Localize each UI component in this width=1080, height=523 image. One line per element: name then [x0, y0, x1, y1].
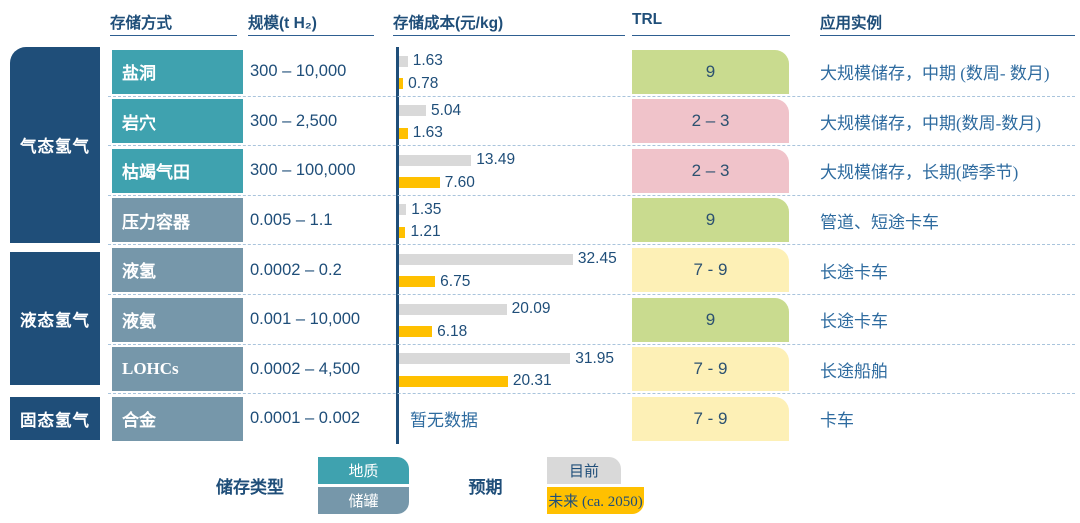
bar-future: 6.18 — [399, 322, 468, 340]
legend-item-current: 目前 — [547, 457, 621, 484]
bar-value-label: 20.09 — [511, 300, 551, 317]
bar-current: 32.45 — [399, 250, 617, 268]
bar-current: 1.35 — [399, 200, 442, 218]
table-row: LOHCs 0.0002 – 4,500 31.95 20.31 7 - 9 长… — [0, 345, 1080, 395]
scale-value: 300 – 2,500 — [250, 111, 338, 130]
bar-value-label: 31.95 — [575, 349, 615, 367]
row-separator — [108, 343, 1075, 345]
legend-item-tank: 储罐 — [318, 487, 409, 514]
method-pill: 岩穴 — [112, 99, 243, 144]
scale-value: 300 – 100,000 — [250, 161, 356, 180]
table-row: 盐洞 300 – 10,000 1.63 0.78 9 大规模储存，中期 (数周… — [0, 47, 1080, 97]
row-separator — [108, 194, 1075, 196]
bar-future: 0.78 — [399, 74, 439, 92]
group-liquid-hydrogen: 液态氢气 — [10, 252, 100, 385]
row-separator — [108, 145, 1075, 147]
method-pill: 压力容器 — [112, 198, 243, 243]
trl-badge: 7 - 9 — [632, 347, 789, 392]
table-row: 液氢 0.0002 – 0.2 32.45 6.75 7 - 9 长途卡车 — [0, 245, 1080, 295]
bar-value-label: 6.75 — [440, 272, 471, 290]
table-row: 合金 0.0001 – 0.002 暂无数据 7 - 9 卡车 — [0, 394, 1080, 444]
application-text: 管道、短途卡车 — [820, 213, 939, 233]
bar-value-label: 6.18 — [437, 322, 468, 340]
bar-value-label: 1.63 — [412, 52, 443, 69]
bar-value-label: 7.60 — [444, 173, 475, 191]
group-gaseous-hydrogen: 气态氢气 — [10, 47, 100, 243]
bar-value-label: 1.21 — [410, 223, 441, 241]
row-separator — [108, 393, 1075, 395]
bar-future: 1.63 — [399, 124, 443, 142]
application-text: 长途卡车 — [820, 262, 888, 282]
trl-badge: 2 – 3 — [632, 148, 789, 193]
scale-value: 0.005 – 1.1 — [250, 211, 333, 230]
scale-value: 0.0002 – 4,500 — [250, 359, 361, 378]
cost-axis-line — [396, 47, 399, 444]
bar-value-label: 5.04 — [431, 101, 462, 119]
row-separator — [108, 244, 1075, 246]
bar-value-label: 20.31 — [512, 372, 552, 390]
bar-current: 5.04 — [399, 101, 462, 119]
bar-current: 31.95 — [399, 349, 615, 367]
trl-badge: 7 - 9 — [632, 247, 789, 292]
no-data-note: 暂无数据 — [410, 411, 478, 431]
bar-value-label: 13.49 — [476, 151, 516, 169]
trl-badge: 9 — [632, 297, 789, 342]
table-row: 岩穴 300 – 2,500 5.04 1.63 2 – 3 大规模储存，中期(… — [0, 97, 1080, 147]
bar-future: 1.21 — [399, 223, 441, 241]
trl-badge: 9 — [632, 49, 789, 94]
bar-future: 6.75 — [399, 272, 471, 290]
header-underline — [632, 35, 790, 36]
method-pill: 液氨 — [112, 297, 243, 342]
table-row: 枯竭气田 300 – 100,000 13.49 7.60 2 – 3 大规模储… — [0, 146, 1080, 196]
scale-value: 0.0002 – 0.2 — [250, 260, 342, 279]
table-row: 压力容器 0.005 – 1.1 1.35 1.21 9 管道、短途卡车 — [0, 196, 1080, 246]
bar-current: 13.49 — [399, 151, 516, 169]
scale-value: 0.0001 – 0.002 — [250, 409, 361, 428]
bar-future: 7.60 — [399, 173, 475, 191]
bar-current: 20.09 — [399, 300, 551, 317]
method-pill: 盐洞 — [112, 49, 243, 94]
column-header-method: 存储方式 — [110, 15, 173, 32]
trl-badge: 2 – 3 — [632, 99, 789, 144]
legend-item-future: 未来 (ca. 2050) — [547, 487, 644, 514]
application-text: 长途卡车 — [820, 312, 888, 332]
method-pill: 枯竭气田 — [112, 148, 243, 193]
column-header-trl: TRL — [632, 11, 663, 28]
header-underline — [393, 35, 625, 36]
method-pill: LOHCs — [112, 347, 243, 392]
scale-value: 0.001 – 10,000 — [250, 310, 361, 329]
row-separator — [108, 95, 1075, 97]
header-underline — [820, 35, 1075, 36]
application-text: 大规模储存，中期 (数周- 数月) — [820, 64, 1050, 84]
row-separator — [108, 293, 1075, 295]
column-header-application: 应用实例 — [820, 15, 883, 32]
application-text: 大规模储存，中期(数周-数月) — [820, 113, 1041, 133]
method-pill: 合金 — [112, 396, 243, 441]
table-row: 液氨 0.001 – 10,000 20.09 6.18 9 长途卡车 — [0, 295, 1080, 345]
trl-badge: 9 — [632, 198, 789, 243]
bar-value-label: 0.78 — [408, 74, 439, 92]
scale-value: 300 – 10,000 — [250, 62, 347, 81]
header-underline — [248, 35, 374, 36]
legend-storage-type-label: 储存类型 — [216, 478, 284, 497]
bar-current: 1.63 — [399, 52, 443, 69]
trl-badge: 7 - 9 — [632, 396, 789, 441]
legend-forecast-label: 预期 — [468, 478, 503, 497]
bar-future: 20.31 — [399, 372, 552, 390]
application-text: 长途船舶 — [820, 361, 888, 381]
column-header-cost: 存储成本(元/kg) — [393, 15, 504, 32]
group-solid-hydrogen: 固态氢气 — [10, 397, 100, 440]
header-underline — [110, 35, 237, 36]
bar-value-label: 1.63 — [412, 124, 443, 142]
column-header-scale: 规模(t H₂) — [248, 15, 317, 32]
bar-value-label: 32.45 — [577, 250, 617, 268]
method-pill: 液氢 — [112, 247, 243, 292]
application-text: 卡车 — [820, 411, 854, 431]
bar-value-label: 1.35 — [411, 200, 442, 218]
application-text: 大规模储存，长期(跨季节) — [820, 163, 1019, 183]
legend-item-geological: 地质 — [318, 457, 409, 484]
